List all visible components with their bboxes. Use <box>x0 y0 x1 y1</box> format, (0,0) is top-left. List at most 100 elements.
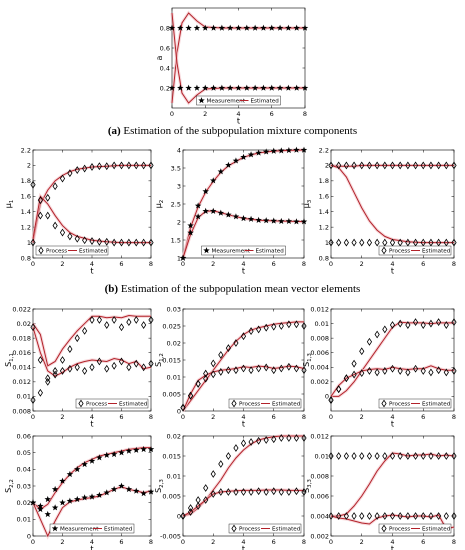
data-point <box>359 347 365 356</box>
legend-line-label: Estimated <box>104 527 133 533</box>
estimated-line-2 <box>331 321 454 397</box>
data-point <box>74 166 80 174</box>
data-point <box>218 460 224 468</box>
x-axis-label: t <box>242 545 245 550</box>
data-point <box>271 435 277 444</box>
data-point <box>240 364 247 373</box>
data-point <box>59 477 66 484</box>
data-point <box>226 24 234 31</box>
y-tick-label: 2 <box>325 162 329 170</box>
data-point <box>177 84 184 91</box>
data-point <box>74 495 81 503</box>
estimated-line-3 <box>182 210 305 259</box>
x-tick-label: 8 <box>452 413 456 421</box>
legend: Process Estimated <box>75 398 149 409</box>
plot-area <box>182 149 305 259</box>
data-point <box>428 512 434 520</box>
data-point <box>30 180 36 189</box>
data-point <box>203 369 209 378</box>
data-point <box>66 497 74 504</box>
legend-marker <box>231 524 237 533</box>
data-point <box>443 452 449 460</box>
chart-c2: 0 2 4 6 8 0 0.005 0.01 0.015 0.02 0.025 0.03 t S1,2 Pr… <box>154 305 307 429</box>
data-point <box>382 367 388 375</box>
y-tick-label: 0.8 <box>319 254 329 262</box>
data-point <box>118 449 125 456</box>
data-point <box>235 24 242 31</box>
data-point <box>185 24 192 31</box>
data-point <box>405 238 411 247</box>
data-point <box>405 452 411 460</box>
data-point <box>443 512 449 520</box>
data-point <box>180 403 186 412</box>
data-point <box>328 238 334 247</box>
x-tick-label: 2 <box>60 538 64 546</box>
data-point <box>248 438 254 446</box>
data-point <box>270 147 277 154</box>
data-point <box>37 505 44 513</box>
data-point <box>293 364 300 373</box>
data-point <box>256 364 262 373</box>
legend: Measurement Estimated <box>196 95 281 106</box>
data-point <box>133 315 139 324</box>
legend-marker <box>231 399 237 408</box>
data-point <box>225 488 231 496</box>
y-tick-label: 1.6 <box>21 193 31 201</box>
data-point <box>210 470 216 478</box>
y-tick-label: 1.4 <box>319 208 329 216</box>
data-point <box>293 84 300 91</box>
data-point <box>133 446 140 453</box>
x-axis-label: t <box>242 267 245 276</box>
y-tick-label: 0.2 <box>160 84 170 92</box>
data-point <box>374 161 380 170</box>
data-point <box>256 325 262 334</box>
data-point <box>52 182 58 191</box>
data-point <box>397 238 403 247</box>
legend-marker <box>203 247 210 254</box>
y-axis-label: a <box>155 55 164 60</box>
data-point <box>126 363 132 372</box>
data-point <box>276 24 284 31</box>
y-tick-label: 1.8 <box>21 177 31 185</box>
data-point <box>37 196 43 205</box>
data-point <box>336 385 342 394</box>
y-tick-label: 0 <box>27 532 31 540</box>
data-point <box>67 364 73 373</box>
data-point <box>397 319 403 328</box>
y-tick-label: 0.4 <box>160 64 170 72</box>
y-tick-label: 0.012 <box>310 432 329 440</box>
data-point <box>428 319 434 328</box>
x-tick-label: 8 <box>149 260 153 268</box>
data-point <box>436 238 442 247</box>
x-tick-label: 4 <box>390 413 394 421</box>
y-axis-label: S1,1 <box>4 353 15 367</box>
data-point <box>366 161 373 170</box>
legend: Measurement Estimated <box>201 245 286 256</box>
data-point <box>240 332 247 341</box>
data-point <box>111 315 117 324</box>
data-point <box>180 512 186 520</box>
data-point <box>397 512 403 520</box>
data-point <box>232 213 240 220</box>
estimated-line-3 <box>32 327 152 377</box>
y-tick-label: 4 <box>177 146 181 154</box>
y-tick-label: 0.018 <box>12 334 31 342</box>
y-tick-label: 1.8 <box>319 177 329 185</box>
legend-marker <box>51 525 59 532</box>
data-point <box>44 495 51 503</box>
data-point <box>52 366 58 375</box>
x-tick-label: 8 <box>452 538 456 546</box>
data-point <box>247 151 255 158</box>
data-point <box>67 169 73 178</box>
x-tick-label: 0 <box>181 538 185 546</box>
data-point <box>44 510 51 518</box>
legend-line-label: Estimated <box>272 527 301 533</box>
data-point <box>278 217 285 225</box>
data-point <box>389 321 396 329</box>
data-point <box>210 359 216 368</box>
caption-a: (a) Estimation of the subpopulation mixt… <box>0 125 465 137</box>
data-point <box>218 488 224 496</box>
data-point <box>270 217 277 224</box>
y-tick-label: 0.02 <box>17 320 31 328</box>
x-tick-label: 4 <box>241 260 245 268</box>
